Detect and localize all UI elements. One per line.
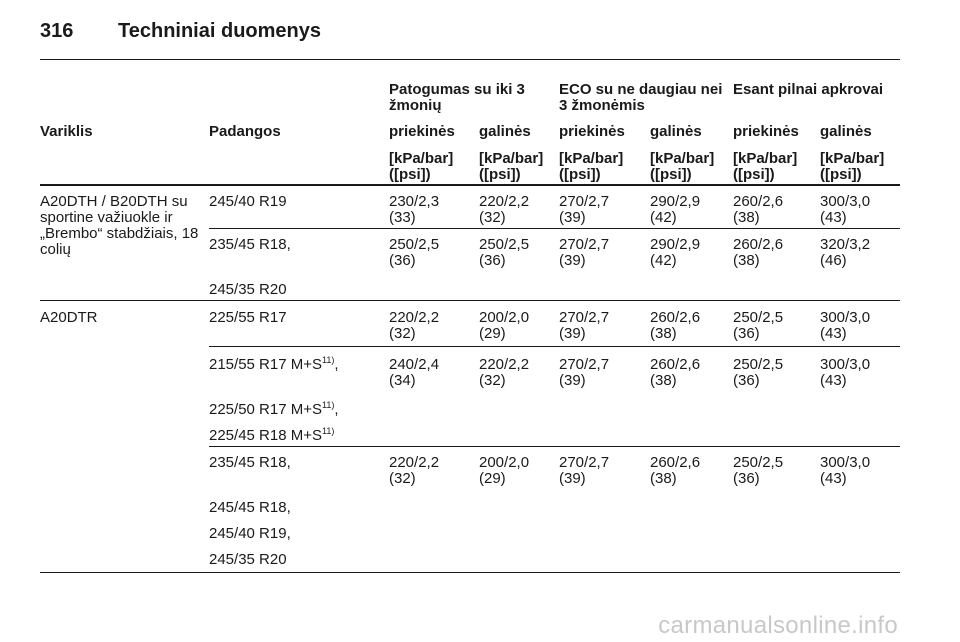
pressure-value: 220/2,2 (32) xyxy=(389,454,440,487)
tyre-size: 235/45 R18, xyxy=(209,454,291,471)
tyre-size: 245/45 R18, xyxy=(209,499,291,516)
unit-label: [kPa/bar] ([psi]) xyxy=(650,150,715,183)
watermark: carmanualsonline.info xyxy=(658,612,898,639)
pressure-value: 300/3,0 (43) xyxy=(820,356,871,389)
pressure-value: 250/2,5 (36) xyxy=(389,236,440,269)
pressure-value: 300/3,0 (43) xyxy=(820,454,871,487)
pressure-value: 270/2,7 (39) xyxy=(559,193,610,226)
pressure-value: 220/2,2 (32) xyxy=(479,193,530,226)
pressure-value: 200/2,0 (29) xyxy=(479,309,530,342)
column-header-front: priekinės xyxy=(389,123,455,140)
column-header-front: priekinės xyxy=(733,123,799,140)
tyre-size: 225/55 R17 xyxy=(209,309,287,326)
pressure-value: 270/2,7 (39) xyxy=(559,356,610,389)
column-header-rear: galinės xyxy=(650,123,702,140)
tyre-size: 235/45 R18, xyxy=(209,236,291,253)
pressure-value: 320/3,2 (46) xyxy=(820,236,871,269)
column-header-rear: galinės xyxy=(820,123,872,140)
page-header: 316 Techniniai duomenys xyxy=(40,20,321,43)
column-header-engine: Variklis xyxy=(40,123,93,140)
tyre-size: 245/35 R20 xyxy=(209,281,287,298)
column-header-front: priekinės xyxy=(559,123,625,140)
group-header-eco: ECO su ne daugiau nei 3 žmonėmis xyxy=(559,81,723,114)
column-header-rear: galinės xyxy=(479,123,531,140)
pressure-value: 300/3,0 (43) xyxy=(820,309,871,342)
engine-label: A20DTR xyxy=(40,309,98,326)
unit-label: [kPa/bar] ([psi]) xyxy=(389,150,454,183)
engine-label: A20DTH / B20DTH su sportine važiuokle ir… xyxy=(40,193,199,258)
unit-label: [kPa/bar] ([psi]) xyxy=(479,150,544,183)
tyre-size: 245/35 R20 xyxy=(209,551,287,568)
tyre-size: 245/40 R19 xyxy=(209,193,287,210)
pressure-value: 260/2,6 (38) xyxy=(650,356,701,389)
unit-label: [kPa/bar] ([psi]) xyxy=(559,150,624,183)
row-divider xyxy=(209,228,900,229)
pressure-value: 290/2,9 (42) xyxy=(650,193,701,226)
tyre-size: 245/40 R19, xyxy=(209,525,291,542)
tyre-size: 225/45 R18 M+S11) xyxy=(209,426,335,444)
pressure-value: 290/2,9 (42) xyxy=(650,236,701,269)
pressure-value: 250/2,5 (36) xyxy=(733,356,784,389)
column-header-tyres: Padangos xyxy=(209,123,281,140)
pressure-value: 260/2,6 (38) xyxy=(650,309,701,342)
pressure-value: 260/2,6 (38) xyxy=(650,454,701,487)
pressure-value: 250/2,5 (36) xyxy=(733,454,784,487)
pressure-value: 220/2,2 (32) xyxy=(389,309,440,342)
group-divider xyxy=(40,300,900,301)
pressure-value: 200/2,0 (29) xyxy=(479,454,530,487)
pressure-value: 270/2,7 (39) xyxy=(559,309,610,342)
page-title: Techniniai duomenys xyxy=(118,20,321,42)
group-header-full-load: Esant pilnai apkrovai xyxy=(733,81,884,98)
table-bottom-rule xyxy=(40,572,900,573)
table-header-rule xyxy=(40,184,900,186)
unit-label: [kPa/bar] ([psi]) xyxy=(733,150,798,183)
row-divider xyxy=(209,346,900,347)
pressure-value: 300/3,0 (43) xyxy=(820,193,871,226)
pressure-value: 270/2,7 (39) xyxy=(559,454,610,487)
page-number: 316 xyxy=(40,20,74,42)
tyre-size: 215/55 R17 M+S11), xyxy=(209,355,339,373)
pressure-value: 260/2,6 (38) xyxy=(733,193,784,226)
pressure-value: 250/2,5 (36) xyxy=(479,236,530,269)
group-header-comfort: Patogumas su iki 3 žmonių xyxy=(389,81,525,114)
tyre-size: 225/50 R17 M+S11), xyxy=(209,400,339,418)
unit-label: [kPa/bar] ([psi]) xyxy=(820,150,885,183)
row-divider xyxy=(209,446,900,447)
pressure-value: 220/2,2 (32) xyxy=(479,356,530,389)
pressure-value: 250/2,5 (36) xyxy=(733,309,784,342)
pressure-value: 240/2,4 (34) xyxy=(389,356,440,389)
header-rule xyxy=(40,59,900,60)
pressure-value: 260/2,6 (38) xyxy=(733,236,784,269)
pressure-value: 270/2,7 (39) xyxy=(559,236,610,269)
pressure-value: 230/2,3 (33) xyxy=(389,193,440,226)
